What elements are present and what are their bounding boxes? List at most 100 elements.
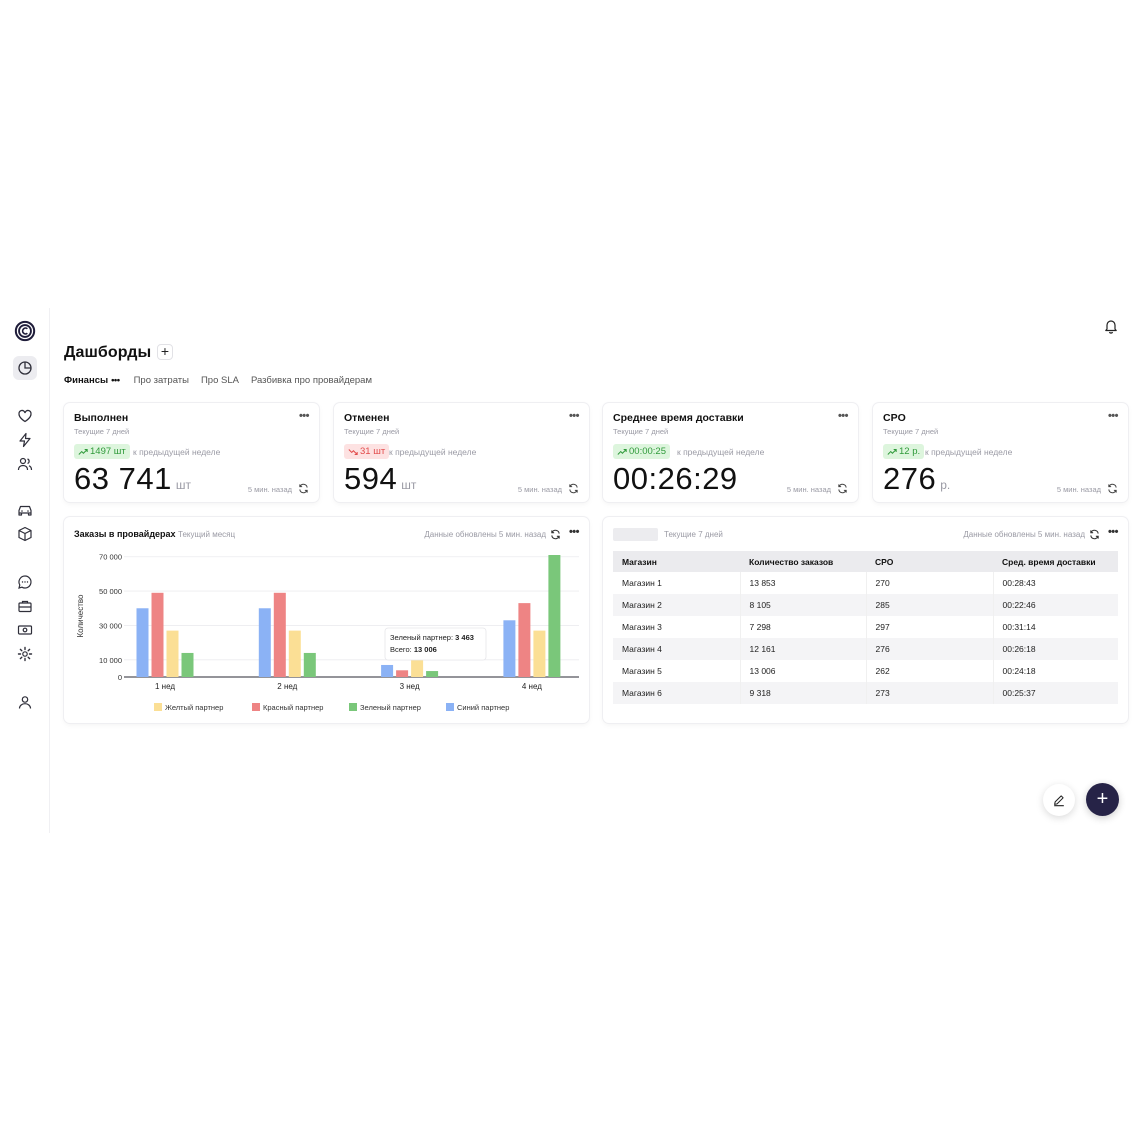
tab-menu-button[interactable]: ••• [111,374,120,386]
tooltip-total-line: Всего: 13 006 [390,645,437,654]
bar-4-нед-3 [533,630,546,677]
table-cell: 270 [866,572,994,594]
refresh-icon[interactable] [1107,483,1118,494]
table-row[interactable]: Магазин 2 8 105 285 00:22:46 [613,594,1118,616]
table-header-row: Магазин Количество заказов CPO Сред. вре… [613,551,1118,572]
table-cell: Магазин 1 [613,572,741,594]
column-header[interactable]: Количество заказов [740,551,866,572]
tab-finance[interactable]: Финансы [64,374,109,386]
kpi-updated: 5 мин. назад [1056,485,1101,494]
kpi-delta: 31 шт [360,446,386,457]
refresh-icon[interactable] [568,483,579,494]
table-cell: 297 [866,616,994,638]
kpi-delta-badge: 31 шт [344,444,390,459]
kpi-title: Отменен [344,412,390,424]
column-header[interactable]: Сред. время доставки [993,551,1118,572]
refresh-icon[interactable] [837,483,848,494]
box-icon[interactable] [15,524,35,544]
kpi-compare: к предыдущей неделе [925,447,1013,457]
table-row[interactable]: Магазин 3 7 298 297 00:31:14 [613,616,1118,638]
legend-label: Синий партнер [457,703,509,712]
logo-icon[interactable] [14,320,36,342]
bar-2-нед-4 [303,652,316,677]
money-icon[interactable] [15,620,35,640]
table-cell: 00:25:37 [993,682,1118,704]
y-tick-label: 10 000 [99,656,122,665]
table-menu-button[interactable]: ••• [1107,526,1119,538]
bell-icon[interactable] [1103,318,1121,336]
table-row[interactable]: Магазин 5 13 006 262 00:24:18 [613,660,1118,682]
bar-4-нед-4 [548,555,561,677]
table-row[interactable]: Магазин 4 12 161 276 00:26:18 [613,638,1118,660]
chart-menu-button[interactable]: ••• [568,526,580,538]
trend-up-icon [78,448,88,455]
pie-chart-icon[interactable] [13,356,37,380]
bar-1-нед-3 [166,630,179,677]
kpi-delta: 1497 шт [90,446,126,457]
add-widget-button[interactable]: + [1086,783,1119,816]
kpi-menu-button[interactable]: ••• [837,410,849,422]
table-cell: Магазин 6 [613,682,741,704]
tab-providers[interactable]: Разбивка про провайдерам [250,374,372,386]
bar-2-нед-1 [258,608,271,677]
kpi-delta: 12 р. [899,446,921,457]
x-tick-label: 3 нед [400,682,420,691]
user-icon[interactable] [15,692,35,712]
lightning-icon[interactable] [15,430,35,450]
y-tick-label: 70 000 [99,553,122,562]
table-cell: 285 [866,594,994,616]
trend-up-icon [617,448,627,455]
add-dashboard-button[interactable]: + [157,344,173,360]
briefcase-icon[interactable] [15,596,35,616]
car-icon[interactable] [15,500,35,520]
stores-table: Магазин Количество заказов CPO Сред. вре… [613,551,1118,704]
kpi-unit: р. [940,478,951,492]
kpi-value-row: 594 шт [344,461,416,497]
refresh-icon[interactable] [298,483,309,494]
table-cell: Магазин 5 [613,660,741,682]
settings-icon[interactable] [15,644,35,664]
column-header[interactable]: CPO [866,551,993,572]
legend-label: Красный партнер [263,703,323,712]
chart-period: Текущий месяц [178,530,236,539]
kpi-period: Текущие 7 дней [613,427,669,436]
table-cell: Магазин 2 [613,594,741,616]
table-row[interactable]: Магазин 1 13 853 270 00:28:43 [613,572,1118,594]
table-cell: 262 [866,660,994,682]
table-cell: 276 [866,638,994,660]
tab-sla[interactable]: Про SLA [200,374,239,386]
legend-swatch [154,703,162,711]
chart-card-providers: 0 10 000 30 000 50 000 70 000 Количество 1 нед… [64,517,589,723]
table-row[interactable]: Магазин 6 9 318 273 00:25:37 [613,682,1118,704]
kpi-delta: 00:00:25 [629,446,666,457]
y-tick-label: 50 000 [99,587,122,596]
tab-costs[interactable]: Про затраты [133,374,189,386]
table-cell: 13 853 [740,572,867,594]
dashboard-tabs: Финансы ••• Про затраты Про SLA Разбивка… [64,373,384,387]
page-title: Дашборды [64,344,152,361]
kpi-delta-badge: 00:00:25 [613,444,670,459]
bar-1-нед-4 [181,652,194,677]
kpi-menu-button[interactable]: ••• [568,410,580,422]
kpi-value: 276 [883,461,937,496]
kpi-period: Текущие 7 дней [344,427,400,436]
table-cell: 9 318 [740,682,867,704]
legend-swatch [252,703,260,711]
users-icon[interactable] [15,454,35,474]
legend-swatch [349,703,357,711]
kpi-value-row: 00:26:29 [613,461,738,497]
y-tick-label: 30 000 [99,621,122,630]
kpi-value: 594 [344,461,398,496]
chat-icon[interactable] [15,572,35,592]
edit-button[interactable] [1043,784,1075,816]
table-cell: 273 [866,682,994,704]
refresh-icon[interactable] [1089,529,1100,540]
refresh-icon[interactable] [550,529,561,540]
kpi-title: Среднее время доставки [613,412,744,424]
kpi-menu-button[interactable]: ••• [1107,410,1119,422]
column-header[interactable]: Магазин [613,551,740,572]
kpi-menu-button[interactable]: ••• [298,410,310,422]
x-tick-label: 2 нед [277,682,297,691]
table-title-placeholder [613,528,658,541]
heart-icon[interactable] [15,406,35,426]
